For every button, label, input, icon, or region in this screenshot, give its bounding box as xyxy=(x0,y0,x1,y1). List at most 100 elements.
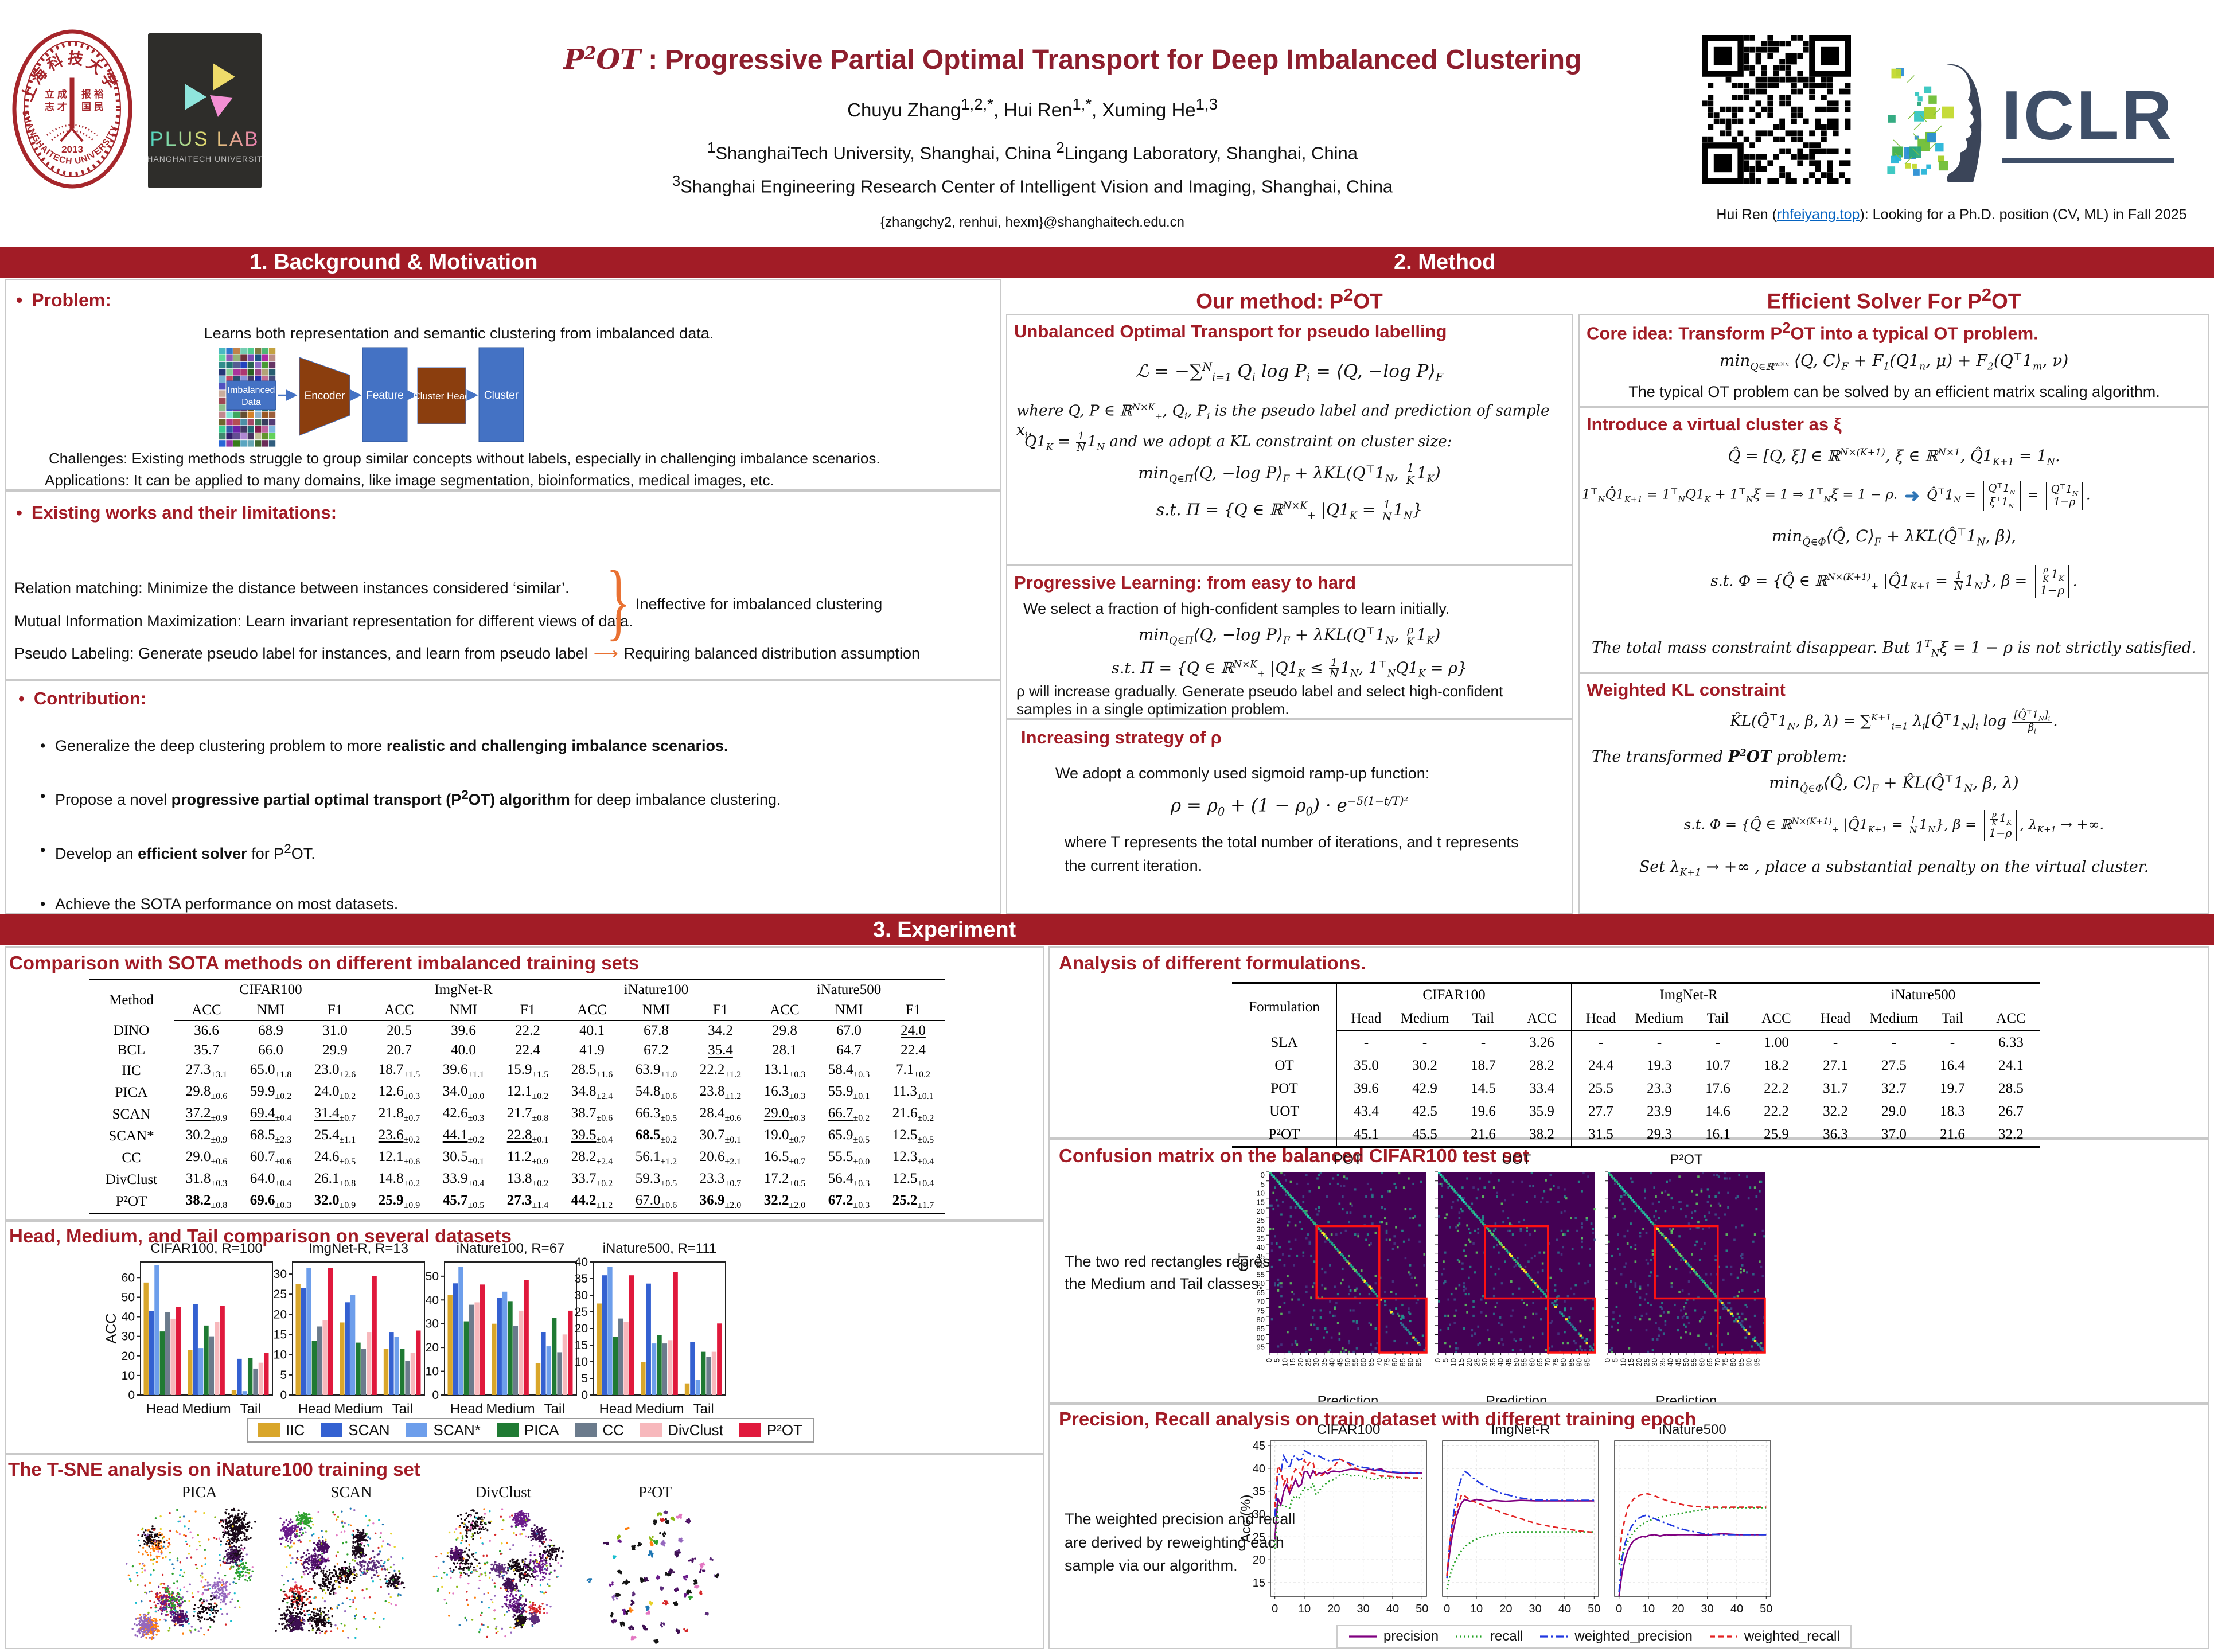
core-idea-heading: Core idea: Transform P2OT into a typical… xyxy=(1587,320,2038,344)
svg-text:60: 60 xyxy=(122,1271,135,1284)
formula-st3: s.t. Φ = {Q̂ ∈ ℝN×(K+1)+ |Q̂1K+1 = 1 N 1N}… xyxy=(1710,565,2077,598)
tsne-plots xyxy=(125,1507,720,1644)
svg-text:5: 5 xyxy=(280,1369,287,1382)
svg-text:iNature500, R=111: iNature500, R=111 xyxy=(603,1241,717,1256)
svg-text:Tail: Tail xyxy=(392,1401,413,1417)
title-rest: : Progressive Partial Optimal Transport … xyxy=(640,45,1582,75)
formula-klw: K̂L(Q̂⊤1N, β, λ) = ∑K+1i=1 λi[Q̂⊤1N]i lo… xyxy=(1730,708,2058,735)
pr-legend: precision recall weighted_precision weighte… xyxy=(1336,1625,1852,1648)
formula-qhat: Q̂ = [Q, ξ] ∈ ℝN×(K+1), ξ ∈ ℝN×1, Q̂1K+1… xyxy=(1728,446,2060,467)
formula-min1: minQ∈Π⟨Q, −log P⟩F + λKL(Q⊤1N, 1 K 1K) xyxy=(1138,462,1441,486)
problem-caption: Learns both representation and semantic … xyxy=(204,325,714,342)
job-note-link[interactable]: rhfeiyang.top xyxy=(1776,206,1860,223)
svg-text:25: 25 xyxy=(274,1288,287,1301)
section-bar-experiment: 3. Experiment xyxy=(0,914,2214,945)
tsne-box xyxy=(5,1454,1044,1649)
qr-code xyxy=(1699,32,1860,193)
formula-rho: ρ = ρ0 + (1 − ρ0) · e−5(1−t/T)² xyxy=(1170,794,1409,819)
svg-text:5: 5 xyxy=(581,1372,588,1385)
increasing-text2: where T represents the total number of i… xyxy=(1065,833,1519,874)
svg-text:30: 30 xyxy=(426,1318,439,1331)
authors-line: Chuyu Zhang1,2,*, Hui Ren1,*, Xuming He1… xyxy=(847,95,1218,120)
svg-text:40: 40 xyxy=(122,1311,135,1324)
svg-text:40: 40 xyxy=(575,1256,588,1269)
svg-text:Medium: Medium xyxy=(182,1401,231,1417)
formula-loss: ℒ = −∑Ni=1 Qi log Pi = ⟨Q, −log P⟩F xyxy=(1136,360,1443,384)
svg-text:30: 30 xyxy=(274,1268,287,1281)
svg-text:国 民: 国 民 xyxy=(81,102,104,112)
svg-text:Medium: Medium xyxy=(486,1401,535,1417)
svg-text:35: 35 xyxy=(575,1272,588,1285)
formula-where: where Q, P ∈ ℝN×K+, Qi, Pi is the pseudo… xyxy=(1016,402,1550,441)
svg-text:2013: 2013 xyxy=(61,144,83,155)
formulations-title: Analysis of different formulations. xyxy=(1059,952,1366,973)
svg-text:PLUS LAB: PLUS LAB xyxy=(150,128,259,150)
pr-legend-item: recall xyxy=(1456,1628,1523,1644)
pr-legend-item: weighted_precision xyxy=(1540,1628,1693,1644)
progressive-text: We select a fraction of high-confident s… xyxy=(1023,600,1450,617)
formulations-table: Formulation CIFAR100 ImgNet-R iNature500 Hea… xyxy=(1232,982,2040,1148)
hmt-legend-item: SCAN* xyxy=(406,1421,481,1439)
svg-text:0: 0 xyxy=(432,1389,439,1402)
svg-text:15: 15 xyxy=(274,1328,287,1342)
weighted-kl-box xyxy=(1578,673,2209,914)
virtual-cluster-box xyxy=(1578,407,2209,673)
tsne-panel xyxy=(275,1507,406,1639)
hmt-legend: IIC SCAN SCAN* PICA CC DivClust P²OT xyxy=(247,1418,814,1443)
svg-text:30: 30 xyxy=(575,1289,588,1302)
ineffective-note: Ineffective for imbalanced clustering xyxy=(636,595,883,613)
svg-text:Cluster: Cluster xyxy=(484,389,519,402)
pluslab-triangle-pink xyxy=(210,95,233,117)
encoder-shape xyxy=(299,357,350,436)
contrib-item-2: Propose a novel progressive partial opti… xyxy=(36,788,984,809)
cluster-shape xyxy=(478,347,524,442)
svg-text:立 成: 立 成 xyxy=(45,88,67,100)
svg-text:Medium: Medium xyxy=(635,1401,684,1417)
tsne-panel-label: PICA xyxy=(181,1483,217,1501)
job-note: Hui Ren (rhfeiyang.top): Looking for a P… xyxy=(1689,206,2214,223)
core-idea-text: The typical OT problem can be solved by … xyxy=(1628,383,2160,400)
challenges-text: Challenges: Existing methods struggle to… xyxy=(49,450,880,467)
pluslab-triangle-cyan xyxy=(185,84,206,110)
virtual-cluster-heading: Introduce a virtual cluster as ξ xyxy=(1587,414,1842,434)
pr-box xyxy=(1048,1404,2209,1649)
core-idea-box xyxy=(1578,314,2209,407)
svg-text:50: 50 xyxy=(122,1291,135,1304)
applications-text: Applications: It can be applied to many … xyxy=(45,472,774,489)
blue-arrow-icon: ➜ xyxy=(1904,485,1920,506)
pr-legend-item: weighted_recall xyxy=(1709,1628,1840,1644)
tsne-panel xyxy=(586,1510,720,1644)
iclr-face-logo xyxy=(1887,64,1982,182)
svg-text:15: 15 xyxy=(575,1339,588,1352)
iclr-wordmark: ICLR xyxy=(2002,73,2174,164)
increasing-text: We adopt a commonly used sigmoid ramp-up… xyxy=(1055,765,1430,782)
svg-text:Head: Head xyxy=(146,1401,179,1417)
feature-shape xyxy=(362,347,408,442)
job-note-suffix: ): Looking for a Ph.D. position (CV, ML)… xyxy=(1860,206,2187,223)
svg-text:40: 40 xyxy=(426,1293,439,1307)
job-note-prefix: Hui Ren ( xyxy=(1716,206,1777,223)
svg-text:25: 25 xyxy=(575,1306,588,1319)
svg-text:SHANGHAITECH UNIVERSITY: SHANGHAITECH UNIVERSITY xyxy=(148,154,262,163)
tsne-panel-label: P²OT xyxy=(638,1483,673,1501)
uot-box xyxy=(1006,314,1573,565)
formula-mass-row: 1⊤NQ̂1K+1 = 1⊤NQ1K + 1⊤Nξ = 1 ⇒ 1⊤Nξ = 1… xyxy=(1582,481,2208,511)
problem-heading: Problem: xyxy=(16,290,111,311)
contribution-heading: Contribution: xyxy=(18,688,146,709)
svg-text:Medium: Medium xyxy=(334,1401,383,1417)
pseudo-labeling-row: Pseudo Labeling: Generate pseudo label f… xyxy=(14,644,989,664)
svg-text:Tail: Tail xyxy=(240,1401,261,1417)
svg-text:Imbalanced: Imbalanced xyxy=(228,385,275,395)
tsne-panel-label: SCAN xyxy=(330,1483,372,1501)
pseudo-labeling-text: Pseudo Labeling: Generate pseudo label f… xyxy=(14,645,588,662)
svg-text:20: 20 xyxy=(274,1308,287,1321)
contrib-item-4: Achieve the SOTA performance on most dat… xyxy=(36,895,984,913)
increasing-heading: Increasing strategy of ρ xyxy=(1021,727,1222,747)
svg-text:20: 20 xyxy=(575,1322,588,1335)
svg-text:报 裕: 报 裕 xyxy=(81,88,104,100)
tsne-panel xyxy=(125,1507,256,1641)
sota-title: Comparison with SOTA methods on differen… xyxy=(9,952,640,973)
formula-st1: s.t. Π = {Q ∈ ℝN×K+ |Q1K = 1 N 1N} xyxy=(1156,498,1423,523)
